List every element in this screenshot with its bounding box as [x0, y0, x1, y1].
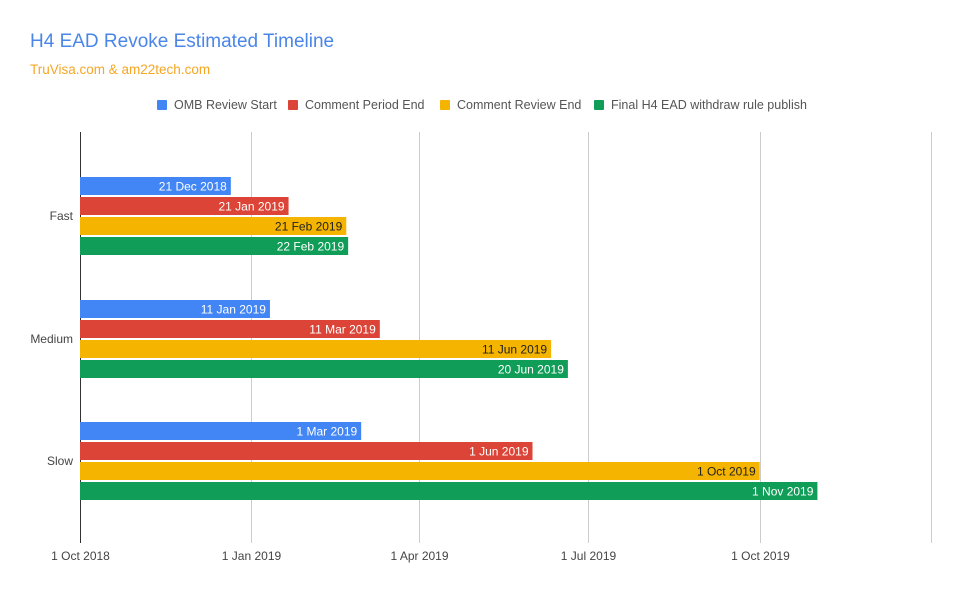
category-label-fast: Fast — [50, 209, 74, 223]
category-labels: Fast Medium Slow — [30, 209, 73, 468]
chart-title: H4 EAD Revoke Estimated Timeline — [30, 31, 335, 52]
bar-label-slow-omb-review-start: 1 Mar 2019 — [296, 425, 357, 439]
category-label-slow: Slow — [47, 454, 73, 468]
bar-fast-comment-review-end — [80, 217, 347, 235]
bar-label-slow-final-h4-ead-withdraw-rule-publish: 1 Nov 2019 — [752, 485, 814, 499]
chart-subtitle: TruVisa.com & am22tech.com — [30, 62, 211, 77]
bars: 21 Dec 2018 21 Jan 2019 21 Feb 2019 22 Feb … — [80, 177, 818, 500]
bar-label-fast-comment-review-end: 21 Feb 2019 — [275, 220, 343, 234]
bar-label-slow-comment-review-end: 1 Oct 2019 — [697, 465, 756, 479]
bar-fast-omb-review-start — [80, 177, 231, 195]
bar-label-medium-comment-period-end: 11 Mar 2019 — [309, 323, 376, 337]
bar-medium-comment-review-end — [80, 340, 552, 358]
bar-label-medium-omb-review-start: 11 Jan 2019 — [201, 303, 266, 317]
bar-medium-final-h4-ead-withdraw-rule-publish — [80, 360, 568, 378]
bar-slow-comment-period-end — [80, 442, 533, 460]
x-tick-label: 1 Apr 2019 — [390, 549, 448, 563]
legend-label-comment-period-end: Comment Period End — [305, 98, 425, 112]
x-axis-tick-labels: 1 Oct 2018 1 Jan 2019 1 Apr 2019 1 Jul 2019… — [51, 549, 790, 563]
bar-slow-comment-review-end — [80, 462, 760, 480]
x-tick-label: 1 Oct 2018 — [51, 549, 110, 563]
x-tick-label: 1 Oct 2019 — [731, 549, 790, 563]
bar-label-fast-comment-period-end: 21 Jan 2019 — [218, 200, 284, 214]
legend-swatch-comment-review-end — [440, 100, 450, 110]
legend-swatch-final-h4-ead-withdraw-rule-publish — [594, 100, 604, 110]
bar-label-fast-final-h4-ead-withdraw-rule-publish: 22 Feb 2019 — [277, 240, 345, 254]
bar-label-medium-final-h4-ead-withdraw-rule-publish: 20 Jun 2019 — [498, 363, 564, 377]
legend-swatch-omb-review-start — [157, 100, 167, 110]
legend: OMB Review Start Comment Period End Commen… — [157, 98, 807, 112]
x-tick-label: 1 Jan 2019 — [222, 549, 282, 563]
legend-label-final-h4-ead-withdraw-rule-publish: Final H4 EAD withdraw rule publish — [611, 98, 807, 112]
x-tick-label: 1 Jul 2019 — [561, 549, 617, 563]
bar-slow-omb-review-start — [80, 422, 362, 440]
bar-medium-comment-period-end — [80, 320, 380, 338]
bar-label-fast-omb-review-start: 21 Dec 2018 — [159, 180, 227, 194]
bar-label-medium-comment-review-end: 11 Jun 2019 — [482, 343, 547, 357]
bar-slow-final-h4-ead-withdraw-rule-publish — [80, 482, 818, 500]
bar-fast-final-h4-ead-withdraw-rule-publish — [80, 237, 349, 255]
legend-label-comment-review-end: Comment Review End — [457, 98, 581, 112]
bar-medium-omb-review-start — [80, 300, 270, 318]
bar-label-slow-comment-period-end: 1 Jun 2019 — [469, 445, 529, 459]
category-label-medium: Medium — [30, 332, 73, 346]
bar-fast-comment-period-end — [80, 197, 289, 215]
legend-label-omb-review-start: OMB Review Start — [174, 98, 277, 112]
legend-swatch-comment-period-end — [288, 100, 298, 110]
